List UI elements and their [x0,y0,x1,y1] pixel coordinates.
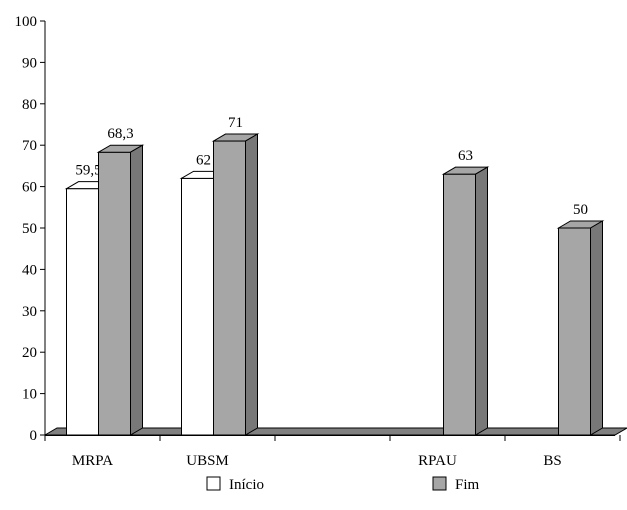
y-tick-label: 70 [22,138,37,154]
x-category-label: BS [543,453,561,469]
y-tick-label: 20 [22,345,37,361]
data-label: 59,5 [75,163,101,179]
bar-front [98,151,131,436]
legend-label: Fim [455,477,480,493]
y-tick-label: 0 [30,428,38,444]
y-tick-label: 60 [22,180,37,196]
legend-label: Início [229,477,264,493]
legend-swatch [206,476,221,491]
y-tick-label: 50 [22,221,37,237]
x-category-label: UBSM [186,453,229,469]
data-label: 71 [228,115,243,131]
y-tick-label: 40 [22,262,37,278]
legend-swatch [432,476,447,491]
y-tick-label: 30 [22,304,37,320]
bar-front [213,140,246,436]
bar-side [130,144,143,436]
bar-front [558,227,591,436]
bar-front [181,177,214,436]
x-category-label: RPAU [418,453,457,469]
bar-front [66,188,99,436]
y-tick-label: 10 [22,387,37,403]
bar-side [245,133,258,436]
x-category-label: MRPA [72,453,113,469]
y-tick-label: 80 [22,97,37,113]
y-tick-label: 90 [22,55,37,71]
bar-side [475,166,488,436]
data-label: 50 [573,202,588,218]
y-tick-label: 100 [15,14,38,30]
data-label: 68,3 [107,126,133,142]
bar-front [443,173,476,436]
data-label: 63 [458,148,473,164]
data-label: 62 [196,152,211,168]
bar-side [590,220,603,436]
